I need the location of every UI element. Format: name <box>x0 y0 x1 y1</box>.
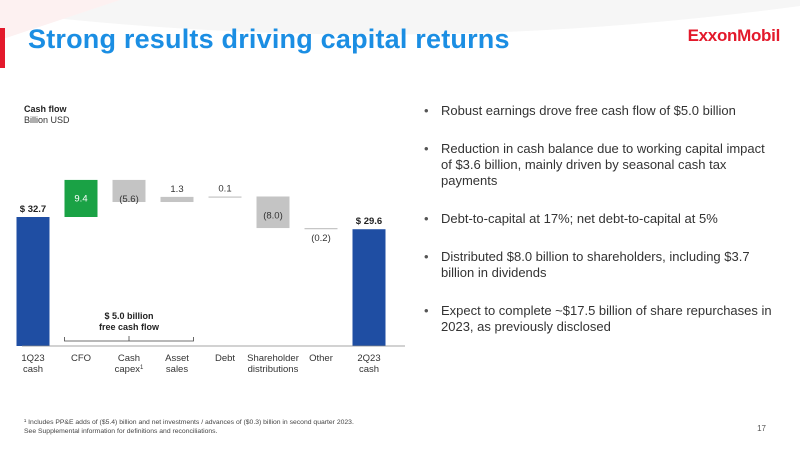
cash-flow-waterfall-chart: Cash flow Billion USD $ 32.71Q23cash9.4C… <box>16 104 405 375</box>
footnote-line-2: See Supplemental information for definit… <box>24 428 218 435</box>
bar-other <box>304 228 338 230</box>
category-label-shareholder-distributions: distributions <box>248 364 299 375</box>
bar-cfo <box>64 179 98 217</box>
data-label-debt: 0.1 <box>218 183 231 194</box>
category-label-2q23-cash: cash <box>359 364 379 375</box>
free-cash-flow-annotation: free cash flow <box>99 322 160 332</box>
footnote: ¹ Includes PP&E adds of ($5.4) billion a… <box>24 418 584 436</box>
page-title: Strong results driving capital returns <box>28 24 510 54</box>
footnote-marker: 1 <box>140 365 144 371</box>
bullet-free-cash-flow: Robust earnings drove free cash flow of … <box>424 103 774 119</box>
category-label-shareholder-distributions: Shareholder <box>247 353 299 364</box>
category-label-asset-sales: sales <box>166 364 188 375</box>
bullet-debt-to-capital: Debt-to-capital at 17%; net debt-to-capi… <box>424 211 774 227</box>
category-label-1q23-cash: 1Q23 <box>21 353 44 364</box>
page-number: 17 <box>757 424 766 433</box>
chart-title: Cash flow <box>24 104 68 114</box>
category-label-other: Other <box>309 353 333 364</box>
key-points-list: Robust earnings drove free cash flow of … <box>424 103 774 357</box>
data-label-other: (0.2) <box>311 233 331 244</box>
category-label-asset-sales: Asset <box>165 353 189 364</box>
bar-1q23-cash <box>16 217 50 346</box>
data-label-2q23-cash: $ 29.6 <box>356 216 382 227</box>
data-label-cfo: 9.4 <box>74 193 87 204</box>
bar-2q23-cash <box>352 229 386 346</box>
exxonmobil-logo: ExxonMobil <box>687 26 781 45</box>
bullet-share-repurchases: Expect to complete ~$17.5 billion of sha… <box>424 303 774 335</box>
free-cash-flow-annotation: $ 5.0 billion <box>104 311 153 321</box>
category-label-cfo: CFO <box>71 353 91 364</box>
bullet-shareholder-distributions: Distributed $8.0 billion to shareholders… <box>424 249 774 281</box>
data-label-asset-sales: 1.3 <box>170 184 183 195</box>
footnote-line-1: ¹ Includes PP&E adds of ($5.4) billion a… <box>24 419 354 426</box>
bar-shareholder-distributions <box>256 196 290 229</box>
bar-debt <box>208 196 242 198</box>
bar-asset-sales <box>160 196 194 203</box>
category-label-debt: Debt <box>215 353 235 364</box>
bar-cash-capex <box>112 179 146 203</box>
category-label-2q23-cash: 2Q23 <box>357 353 380 364</box>
data-label-cash-capex: (5.6) <box>119 194 139 205</box>
accent-bar <box>0 28 5 68</box>
chart-subtitle: Billion USD <box>24 115 70 125</box>
category-label-cash-capex: Cash <box>118 353 140 364</box>
bullet-cash-balance: Reduction in cash balance due to working… <box>424 141 774 189</box>
category-label-1q23-cash: cash <box>23 364 43 375</box>
data-label-1q23-cash: $ 32.7 <box>20 204 46 215</box>
data-label-shareholder-distributions: (8.0) <box>263 210 283 221</box>
category-label-cash-capex: capex1 <box>115 364 144 375</box>
